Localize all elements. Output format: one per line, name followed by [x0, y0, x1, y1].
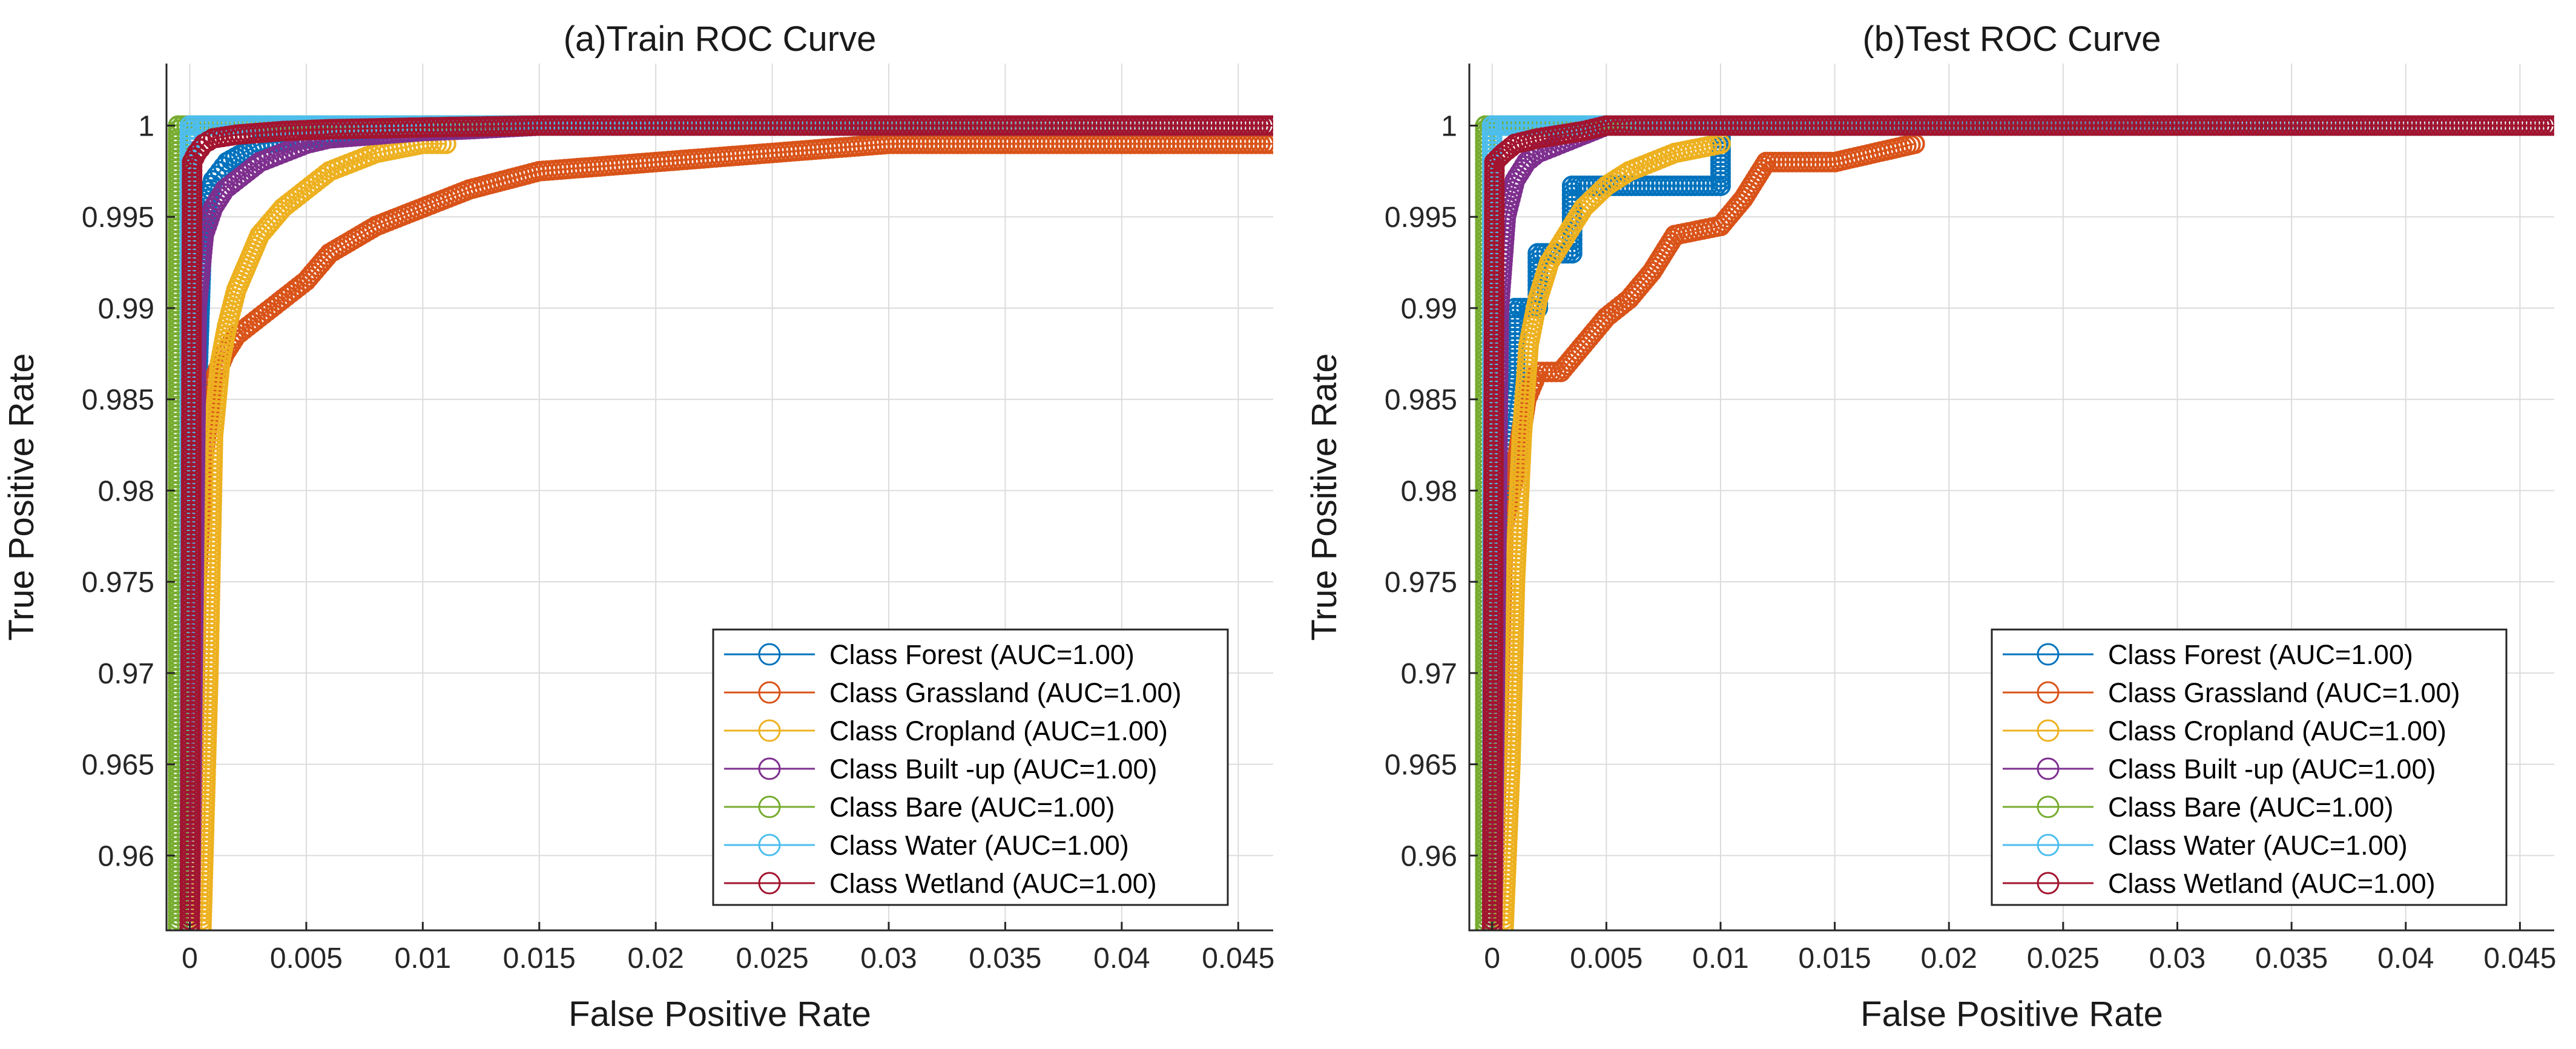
train-x-ticks: 0 0.005 0.01 0.015 0.02 0.025 0.03 0.035 0.04 0.0…	[182, 922, 1274, 975]
train-y-tick-label-8: 1	[138, 111, 154, 143]
test-roc-panel: 0 0.005 0.01 0.015 0.02 0.025 0.03 0.035 0.04 0.0…	[1305, 19, 2556, 1034]
train-legend-label-3: Class Built -up (AUC=1.00)	[829, 754, 1157, 784]
train-legend-label-4: Class Bare (AUC=1.00)	[829, 792, 1115, 823]
train-legend-marker-1	[758, 681, 781, 704]
train-legend-box	[712, 628, 1229, 906]
train-chart-title: (a)Train ROC Curve	[564, 19, 877, 59]
train-legend-marker-6	[758, 872, 781, 895]
train-x-tick-label-3: 0.015	[503, 942, 576, 975]
train-roc-panel: 0 0.005 0.01 0.015 0.02 0.025 0.03 0.035 0.04 0.0…	[2, 19, 1274, 1034]
train-legend-entry-6: Class Wetland (AUC=1.00)	[724, 868, 1157, 899]
train-legend: Class Forest (AUC=1.00) Class Grassland (…	[712, 628, 1229, 906]
train-y-tick-label-2: 0.97	[98, 658, 154, 690]
train-legend-label-5: Class Water (AUC=1.00)	[829, 830, 1129, 861]
train-legend-marker-0	[758, 643, 781, 666]
train-y-ticks: 0.96 0.965 0.97 0.975 0.98 0.985 0.99 0.995 1	[82, 111, 175, 872]
train-x-tick-label-2: 0.01	[395, 942, 451, 975]
train-legend-label-1: Class Grassland (AUC=1.00)	[829, 677, 1181, 708]
train-legend-entry-5: Class Water (AUC=1.00)	[724, 830, 1129, 861]
train-y-tick-label-5: 0.985	[82, 384, 154, 416]
train-series-1-marker	[1263, 133, 1273, 154]
train-x-tick-label-9: 0.045	[1202, 942, 1274, 975]
train-y-tick-label-0: 0.96	[98, 840, 154, 872]
train-legend-entry-1: Class Grassland (AUC=1.00)	[724, 677, 1181, 708]
train-legend-marker-2	[758, 719, 781, 742]
train-legend-entry-4: Class Bare (AUC=1.00)	[724, 792, 1115, 823]
train-legend-label-6: Class Wetland (AUC=1.00)	[829, 868, 1157, 899]
train-legend-label-2: Class Cropland (AUC=1.00)	[829, 715, 1168, 746]
train-legend-entry-2: Class Cropland (AUC=1.00)	[724, 715, 1168, 746]
train-y-tick-label-1: 0.965	[82, 749, 154, 781]
train-x-tick-label-4: 0.02	[627, 942, 684, 975]
train-x-tick-label-0: 0	[182, 942, 198, 975]
train-legend-entry-0: Class Forest (AUC=1.00)	[724, 639, 1135, 670]
train-x-tick-label-5: 0.025	[736, 942, 809, 975]
train-y-tick-label-7: 0.995	[82, 202, 154, 234]
train-series-6-marker	[1263, 115, 1273, 136]
train-y-axis-label: True Positive Rate	[2, 354, 41, 641]
train-legend-entry-3: Class Built -up (AUC=1.00)	[724, 754, 1157, 784]
train-legend-marker-3	[758, 757, 781, 780]
train-x-axis-label: False Positive Rate	[568, 995, 871, 1034]
train-y-tick-label-3: 0.975	[82, 567, 154, 599]
train-x-tick-label-7: 0.035	[969, 942, 1041, 975]
train-series-group	[168, 115, 1273, 930]
train-axes	[165, 64, 1273, 932]
train-y-tick-label-6: 0.99	[98, 293, 154, 325]
test-series-2	[1493, 133, 1731, 930]
train-series-6	[179, 115, 1273, 930]
train-legend-label-0: Class Forest (AUC=1.00)	[829, 639, 1135, 670]
train-legend-marker-5	[758, 834, 781, 857]
train-x-tick-label-1: 0.005	[270, 942, 343, 975]
train-y-tick-label-4: 0.98	[98, 475, 154, 507]
test-series-group	[1475, 115, 2554, 930]
train-x-tick-label-6: 0.03	[860, 942, 917, 975]
train-legend-marker-4	[758, 795, 781, 818]
train-x-tick-label-8: 0.04	[1093, 942, 1150, 975]
